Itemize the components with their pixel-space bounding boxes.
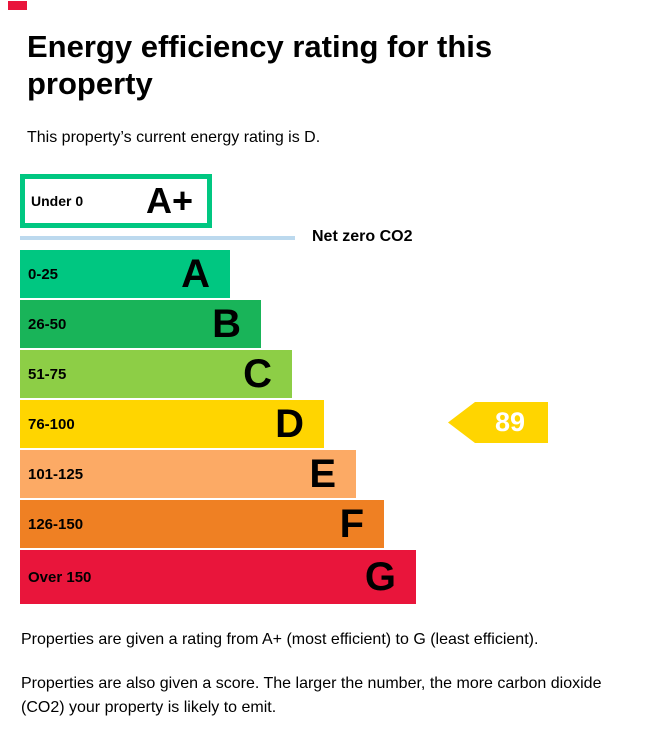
rating-band-c: 51-75 C bbox=[20, 350, 292, 398]
red-corner-fragment bbox=[8, 1, 27, 10]
band-range-label: 51-75 bbox=[28, 365, 67, 383]
band-letter-label: G bbox=[364, 555, 396, 599]
rating-band-f: 126-150 F bbox=[20, 500, 384, 548]
rating-band-a: 0-25 A bbox=[20, 250, 230, 298]
band-letter-label: A bbox=[181, 252, 210, 296]
band-range-label: Under 0 bbox=[31, 193, 84, 209]
band-range-label: 76-100 bbox=[28, 415, 75, 433]
page-title: Energy efficiency rating for this proper… bbox=[27, 29, 493, 101]
current-score-value: 89 bbox=[494, 407, 526, 437]
band-letter-label: B bbox=[212, 302, 241, 346]
rating-explanation-text: Properties are given a rating from A+ (m… bbox=[21, 631, 539, 648]
band-range-label: Over 150 bbox=[28, 568, 92, 586]
band-range-label: 101-125 bbox=[28, 465, 84, 483]
current-score-marker: 89 bbox=[448, 402, 548, 443]
rating-band-e: 101-125 E bbox=[20, 450, 356, 498]
band-letter-label: A+ bbox=[145, 180, 193, 221]
rating-band-b: 26-50 B bbox=[20, 300, 261, 348]
band-range-label: 26-50 bbox=[28, 315, 67, 333]
band-letter-label: D bbox=[275, 402, 304, 446]
net-zero-label: Net zero CO2 bbox=[312, 228, 413, 245]
rating-band-a-plus: Under 0 A+ bbox=[20, 174, 212, 228]
score-explanation-text: Properties are also given a score. The l… bbox=[21, 675, 602, 716]
current-rating-text: This property’s current energy rating is… bbox=[27, 129, 321, 146]
rating-band-g: Over 150 G bbox=[20, 550, 416, 604]
band-range-label: 126-150 bbox=[28, 515, 84, 533]
band-letter-label: F bbox=[339, 502, 364, 546]
band-range-label: 0-25 bbox=[28, 265, 59, 283]
net-zero-line bbox=[20, 236, 295, 240]
energy-efficiency-rating-chart: Under 0 A+ Net zero CO2 0-25 A 26-50 B 5… bbox=[20, 174, 660, 606]
band-letter-label: E bbox=[309, 452, 336, 496]
rating-band-d: 76-100 D bbox=[20, 400, 324, 448]
band-letter-label: C bbox=[243, 352, 272, 396]
